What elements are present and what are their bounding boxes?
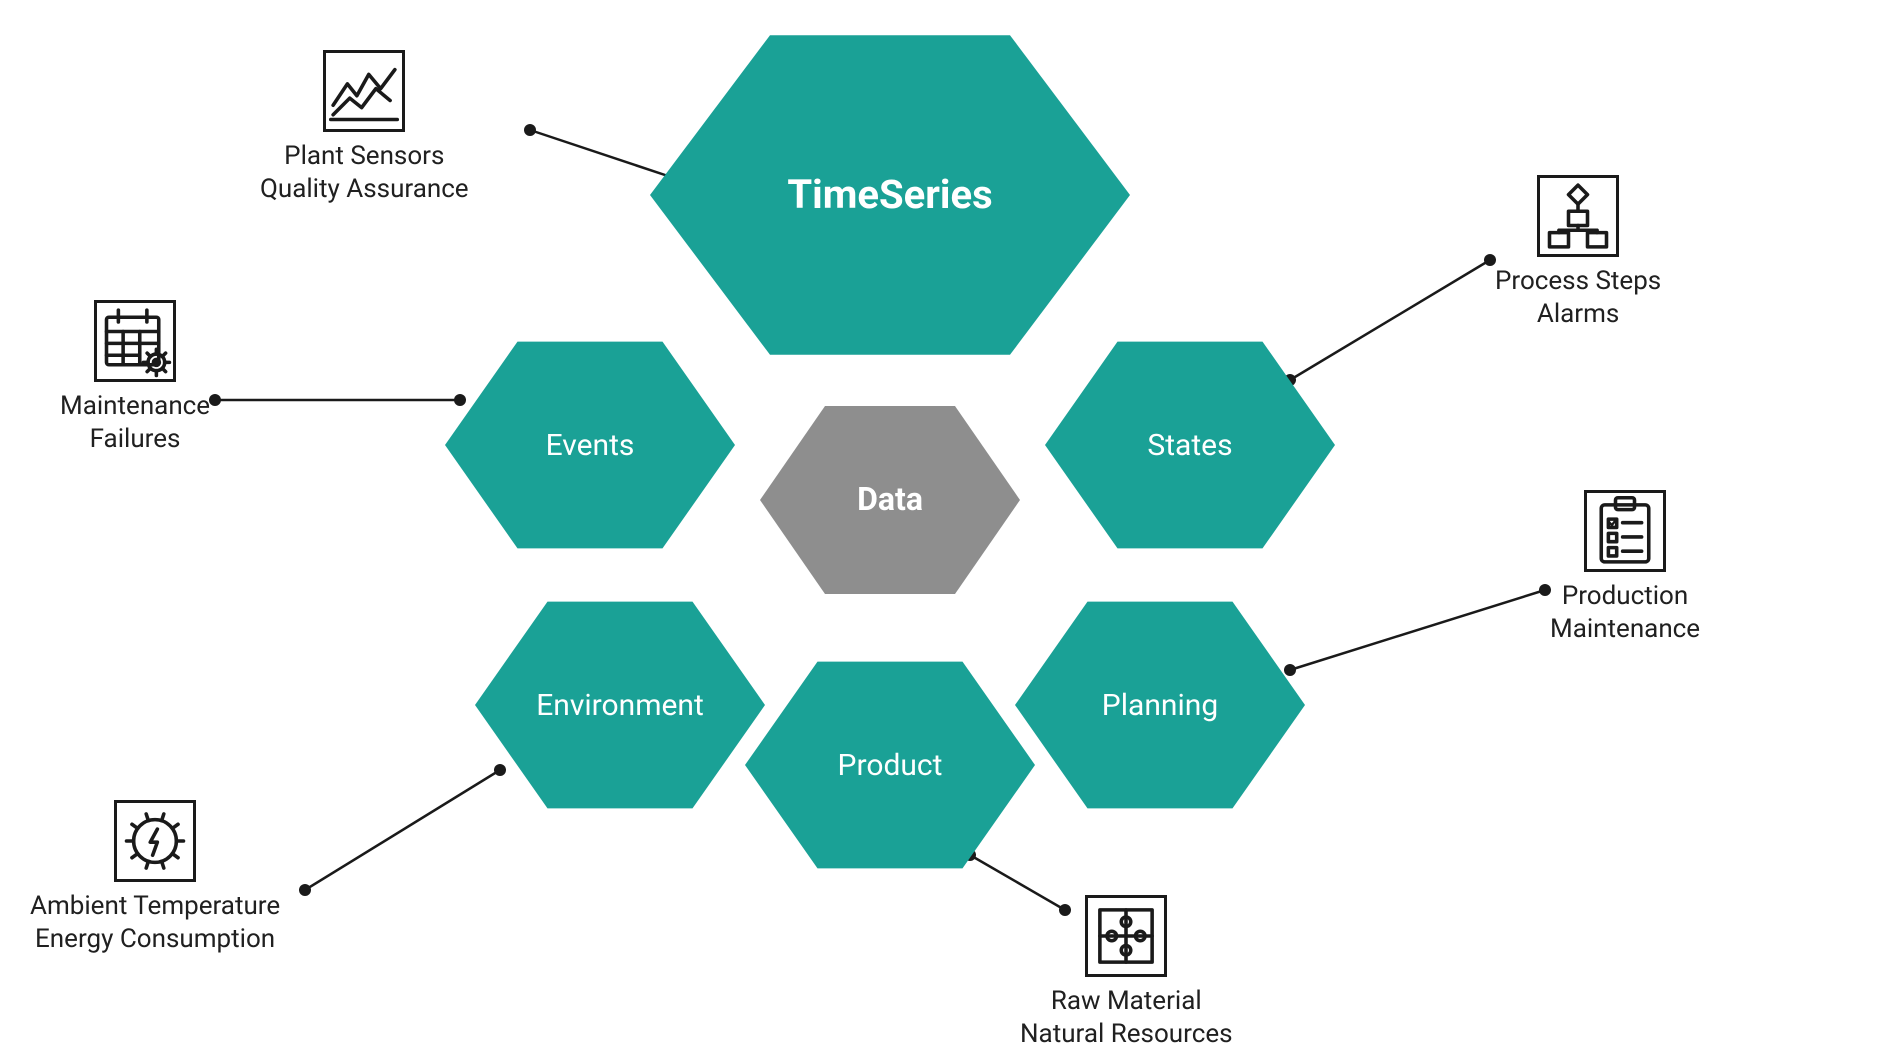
hex-states: States	[1045, 335, 1335, 555]
clipboard-icon	[1584, 490, 1666, 572]
hex-states-label: States	[1147, 429, 1232, 462]
hex-environment: Environment	[475, 595, 765, 815]
puzzle-icon	[1085, 895, 1167, 977]
annot-production_maintenance-line-1: Maintenance	[1550, 613, 1700, 646]
hex-data: Data	[760, 400, 1020, 600]
annot-process_steps-line-0: Process Steps	[1495, 265, 1661, 298]
flowchart-icon	[1537, 175, 1619, 257]
annot-ambient_energy-text: Ambient TemperatureEnergy Consumption	[30, 890, 280, 955]
hex-events: Events	[445, 335, 735, 555]
annot-raw_material-line-0: Raw Material	[1020, 985, 1233, 1018]
annot-plant_sensors-line-1: Quality Assurance	[260, 173, 469, 206]
annot-maintenance_failures: MaintenanceFailures	[60, 300, 210, 455]
diagram-stage: TimeSeries Data Events States Environment Pro…	[0, 0, 1900, 1054]
energy-gear-icon	[114, 800, 196, 882]
annot-maintenance_failures-line-1: Failures	[60, 423, 210, 456]
annot-process_steps-line-1: Alarms	[1495, 298, 1661, 331]
hex-product-label: Product	[838, 749, 943, 782]
annot-plant_sensors-line-0: Plant Sensors	[260, 140, 469, 173]
annot-ambient_energy-line-1: Energy Consumption	[30, 923, 280, 956]
calendar-gear-icon	[94, 300, 176, 382]
annot-raw_material-line-1: Natural Resources	[1020, 1018, 1233, 1051]
hex-planning: Planning	[1015, 595, 1305, 815]
annot-maintenance_failures-line-0: Maintenance	[60, 390, 210, 423]
hex-product: Product	[745, 655, 1035, 875]
hex-data-label: Data	[857, 482, 923, 517]
chart-icon	[323, 50, 405, 132]
hex-environment-label: Environment	[536, 689, 704, 722]
hex-timeseries-label: TimeSeries	[787, 173, 992, 217]
annot-process_steps-text: Process StepsAlarms	[1495, 265, 1661, 330]
annot-plant_sensors-text: Plant SensorsQuality Assurance	[260, 140, 469, 205]
annot-raw_material: Raw MaterialNatural Resources	[1020, 895, 1233, 1050]
annot-production_maintenance-line-0: Production	[1550, 580, 1700, 613]
annot-production_maintenance-text: ProductionMaintenance	[1550, 580, 1700, 645]
annot-ambient_energy-line-0: Ambient Temperature	[30, 890, 280, 923]
hex-timeseries: TimeSeries	[650, 25, 1130, 365]
hex-planning-label: Planning	[1102, 689, 1218, 722]
annot-raw_material-text: Raw MaterialNatural Resources	[1020, 985, 1233, 1050]
annot-maintenance_failures-text: MaintenanceFailures	[60, 390, 210, 455]
hex-events-label: Events	[546, 429, 635, 462]
annot-plant_sensors: Plant SensorsQuality Assurance	[260, 50, 469, 205]
annot-ambient_energy: Ambient TemperatureEnergy Consumption	[30, 800, 280, 955]
annot-process_steps: Process StepsAlarms	[1495, 175, 1661, 330]
annot-production_maintenance: ProductionMaintenance	[1550, 490, 1700, 645]
